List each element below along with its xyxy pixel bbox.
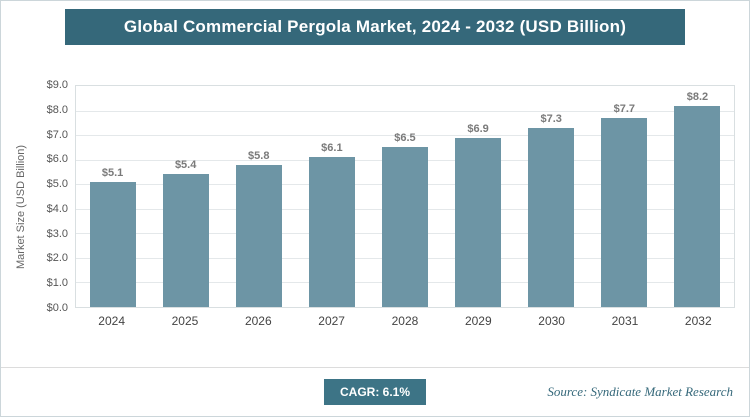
y-tick-label: $2.0 [46, 252, 68, 265]
y-tick-label: $1.0 [46, 277, 68, 290]
bar-cell: $5.1 [83, 86, 143, 307]
chart-title: Global Commercial Pergola Market, 2024 -… [65, 9, 685, 45]
y-tick-label: $9.0 [46, 79, 68, 91]
bar-series: $5.1 $5.4 $5.8 $6.1 $6.5 $6.9 $7.3 $7.7 $8.2 [76, 86, 734, 307]
bar [308, 157, 355, 307]
y-tick-label: $3.0 [46, 227, 68, 240]
bar-value-label: $7.3 [540, 112, 562, 125]
bar-value-label: $6.5 [394, 132, 416, 145]
gridline [76, 110, 734, 112]
x-axis-label: 2024 [98, 314, 125, 328]
x-axis-label: 2030 [538, 314, 565, 328]
bar-cell: $5.8 [229, 86, 289, 307]
chart-area: Market Size (USD Billion) $0.0 $1.0 $2.0 $3… [11, 79, 735, 328]
x-axis-label: 2027 [318, 314, 345, 328]
bar-cell: $6.5 [375, 86, 435, 307]
x-axis-label: 2029 [464, 314, 492, 328]
bar-cell: $7.7 [594, 86, 654, 307]
x-axis-label: 2026 [244, 314, 272, 328]
x-axis-labels: 2024 2025 2026 2027 2028 2029 2030 2031 2032 [75, 314, 735, 328]
y-tick-label: $0.0 [46, 302, 68, 314]
y-tick-label: $5.0 [46, 178, 68, 191]
bar-cell: $6.9 [448, 86, 508, 307]
bar-value-label: $7.7 [613, 102, 636, 115]
bar-cell: $6.1 [302, 86, 362, 307]
plot-area: $5.1 $5.4 $5.8 $6.1 $6.5 $6.9 $7.3 $7.7 $8.2 [75, 85, 735, 308]
bar-cell: $7.3 [521, 86, 581, 307]
bar [235, 164, 282, 307]
y-tick-label: $4.0 [46, 202, 68, 215]
y-axis-ticks: $0.0 $1.0 $2.0 $3.0 $4.0 $5.0 $6.0 $7.0 $8.0 $9.0 [31, 79, 75, 314]
x-axis-label: 2031 [611, 314, 639, 328]
bar [455, 137, 502, 307]
bar-value-label: $5.1 [101, 166, 124, 179]
source-text: Source: Syndicate Market Research [547, 384, 733, 399]
cagr-badge: CAGR: 6.1% [323, 379, 427, 405]
bar-cell: $5.4 [156, 86, 216, 307]
bar-value-label: $5.4 [174, 159, 197, 172]
bar [89, 181, 136, 307]
x-axis-label: 2032 [684, 314, 712, 328]
bar [162, 174, 209, 307]
chart-footer: CAGR: 6.1% Source: Syndicate Market Rese… [1, 367, 749, 416]
y-tick-label: $7.0 [46, 128, 68, 141]
bar [674, 105, 721, 307]
bar-value-label: $6.9 [467, 122, 489, 135]
y-axis-title: Market Size (USD Billion) [15, 144, 27, 269]
y-tick-label: $8.0 [46, 103, 68, 116]
bar-cell: $8.2 [667, 86, 727, 307]
bar-value-label: $5.8 [248, 149, 270, 162]
bar [381, 147, 428, 307]
bar-value-label: $6.1 [321, 142, 343, 155]
x-axis-label: 2028 [391, 314, 419, 328]
gridline [76, 135, 734, 137]
plot-column: $5.1 $5.4 $5.8 $6.1 $6.5 $6.9 $7.3 $7.7 $8.2 202… [75, 85, 735, 328]
bar [528, 127, 575, 307]
y-tick-label: $6.0 [46, 153, 68, 166]
bar [601, 117, 648, 307]
x-axis-label: 2025 [171, 314, 199, 328]
bar-value-label: $8.2 [686, 90, 709, 103]
